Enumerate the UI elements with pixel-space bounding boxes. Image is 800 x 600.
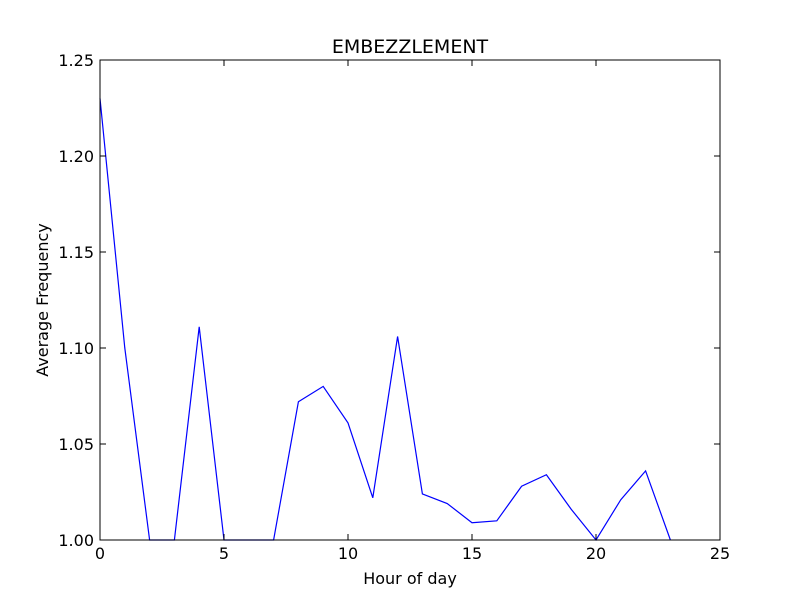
y-axis: 1.00 1.05 1.10 1.15 1.20 1.25 <box>58 51 720 550</box>
y-tick-label: 1.25 <box>58 51 94 70</box>
y-tick-label: 1.15 <box>58 243 94 262</box>
x-tick-label: 5 <box>219 544 229 563</box>
y-tick-label: 1.05 <box>58 435 94 454</box>
x-tick-label: 0 <box>95 544 105 563</box>
x-tick-label: 20 <box>586 544 606 563</box>
x-axis-label: Hour of day <box>363 569 457 588</box>
chart-title: EMBEZZLEMENT <box>332 36 489 58</box>
y-tick-label: 1.20 <box>58 147 94 166</box>
series-line <box>99 98 671 542</box>
x-tick-label: 15 <box>462 544 482 563</box>
x-tick-label: 10 <box>338 544 358 563</box>
y-tick-label: 1.10 <box>58 339 94 358</box>
x-tick-label: 25 <box>710 544 730 563</box>
y-axis-label: Average Frequency <box>33 223 52 376</box>
y-tick-label: 1.00 <box>58 531 94 550</box>
plot-area <box>99 98 671 542</box>
plot-frame <box>99 59 721 541</box>
x-axis: 0 5 10 15 20 25 <box>95 60 730 563</box>
